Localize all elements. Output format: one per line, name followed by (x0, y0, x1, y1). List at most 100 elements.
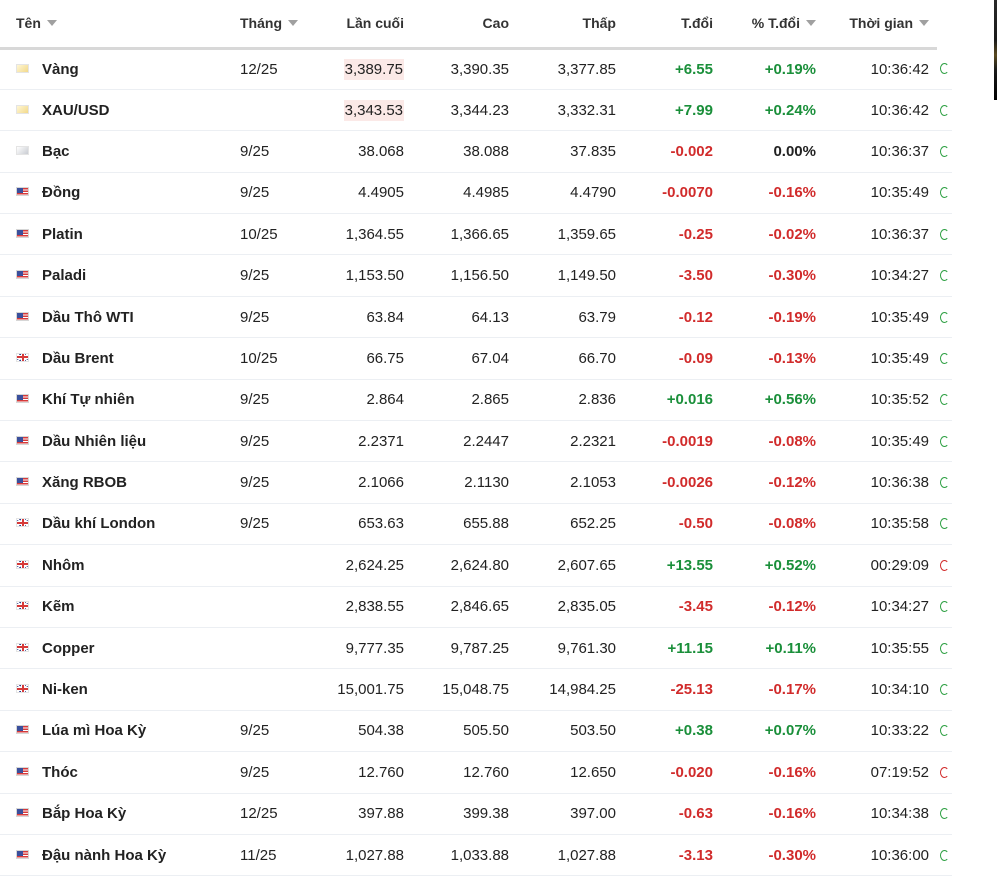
instrument-name[interactable]: Đồng (42, 184, 81, 202)
instrument-name[interactable]: Bắp Hoa Kỳ (42, 805, 127, 823)
table-row[interactable]: Lúa mì Hoa Kỳ 9/25 504.38 505.50 503.50 +0.38… (0, 710, 952, 753)
table-row[interactable]: Bắp Hoa Kỳ 12/25 397.88 399.38 397.00 -0.63 -0… (0, 793, 952, 835)
sort-down-icon (919, 20, 929, 27)
column-header-month[interactable]: Tháng (222, 0, 310, 50)
month-cell: 9/25 (222, 503, 310, 546)
change-cell: -0.12 (624, 296, 721, 339)
change-pct-cell: +0.56% (721, 379, 824, 422)
instrument-name-cell[interactable]: XAU/USD (0, 89, 222, 132)
instrument-name-cell[interactable]: Thóc (0, 751, 222, 794)
time-cell: 10:36:37 (824, 130, 937, 173)
instrument-name-cell[interactable]: Xăng RBOB (0, 461, 222, 504)
instrument-name[interactable]: Dầu Brent (42, 349, 114, 367)
low-cell: 63.79 (517, 296, 624, 339)
table-row[interactable]: Vàng 12/25 3,389.75 3,390.35 3,377.85 +6.55 +0… (0, 48, 952, 90)
column-header-name[interactable]: Tên (0, 0, 222, 50)
table-row[interactable]: Bạc 9/25 38.068 38.088 37.835 -0.002 0.00% 10:3… (0, 130, 952, 173)
instrument-name-cell[interactable]: Nhôm (0, 544, 222, 587)
table-row[interactable]: Dầu Brent 10/25 66.75 67.04 66.70 -0.09 -0.13%… (0, 337, 952, 380)
market-status-cell (937, 379, 952, 422)
instrument-name-cell[interactable]: Khí Tự nhiên (0, 379, 222, 422)
table-row[interactable]: Copper 9,777.35 9,787.25 9,761.30 +11.15 +0.1… (0, 627, 952, 670)
us-flag-icon (16, 435, 29, 445)
instrument-name[interactable]: Vàng (42, 60, 79, 78)
last-price: 2.1066 (358, 474, 404, 492)
column-header-time[interactable]: Thời gian (824, 0, 937, 50)
table-row[interactable]: Ni-ken 15,001.75 15,048.75 14,984.25 -25.13-… (0, 668, 952, 711)
instrument-name[interactable]: Khí Tự nhiên (42, 391, 135, 409)
instrument-name-cell[interactable]: Copper (0, 627, 222, 670)
uk-flag-icon (16, 684, 29, 694)
high-cell: 1,156.50 (412, 254, 517, 297)
table-row[interactable]: Đồng 9/25 4.4905 4.4985 4.4790 -0.0070 -0.16% 1… (0, 172, 952, 215)
low-cell: 2.2321 (517, 420, 624, 463)
instrument-name-cell[interactable]: Dầu Thô WTI (0, 296, 222, 339)
market-status-cell (937, 461, 952, 504)
instrument-name[interactable]: Lúa mì Hoa Kỳ (42, 722, 147, 740)
instrument-name-cell[interactable]: Bắp Hoa Kỳ (0, 793, 222, 835)
table-row[interactable]: XAU/USD 3,343.53 3,344.23 3,332.31 +7.99 +0.2… (0, 89, 952, 132)
table-row[interactable]: Khí Tự nhiên 9/25 2.864 2.865 2.836 +0.016 +0.… (0, 379, 952, 422)
column-header-low[interactable]: Thấp (517, 0, 624, 50)
table-row[interactable]: Paladi 9/25 1,153.50 1,156.50 1,149.50 -3.50-… (0, 254, 952, 297)
high-cell: 12.760 (412, 751, 517, 794)
high-cell: 1,033.88 (412, 834, 517, 876)
last-price-cell: 397.88 (310, 793, 412, 835)
change-pct-cell: -0.13% (721, 337, 824, 380)
table-row[interactable]: Kẽm 2,838.55 2,846.65 2,835.05 -3.45 -0.12% 10… (0, 586, 952, 628)
instrument-name-cell[interactable]: Vàng (0, 48, 222, 90)
change-pct-cell: -0.19% (721, 296, 824, 339)
table-row[interactable]: Xăng RBOB 9/25 2.1066 2.1130 2.1053 -0.0026 -0… (0, 461, 952, 504)
change-pct-cell: -0.30% (721, 254, 824, 297)
instrument-name-cell[interactable]: Dầu Brent (0, 337, 222, 380)
time-cell: 10:34:10 (824, 668, 937, 711)
table-row[interactable]: Platin 10/25 1,364.55 1,366.65 1,359.65 -0.25… (0, 213, 952, 256)
last-price-cell: 1,364.55 (310, 213, 412, 256)
instrument-name-cell[interactable]: Dầu khí London (0, 503, 222, 546)
instrument-name[interactable]: Đậu nành Hoa Kỳ (42, 846, 167, 864)
last-price: 4.4905 (358, 184, 404, 202)
column-header-change[interactable]: T.đổi (624, 0, 721, 50)
instrument-name[interactable]: Xăng RBOB (42, 474, 128, 492)
table-row[interactable]: Thóc 9/25 12.760 12.760 12.650 -0.020 -0.16% 07… (0, 751, 952, 794)
last-price: 1,364.55 (345, 225, 404, 243)
low-cell: 3,377.85 (517, 48, 624, 90)
column-header-high[interactable]: Cao (412, 0, 517, 50)
table-row[interactable]: Dầu Thô WTI 9/25 63.84 64.13 63.79 -0.12 -0.19… (0, 296, 952, 339)
market-status-cell (937, 627, 952, 670)
last-price-cell: 504.38 (310, 710, 412, 753)
low-cell: 2,607.65 (517, 544, 624, 587)
instrument-name[interactable]: XAU/USD (42, 101, 110, 119)
instrument-name-cell[interactable]: Kẽm (0, 586, 222, 628)
column-header-status (937, 0, 952, 48)
table-row[interactable]: Nhôm 2,624.25 2,624.80 2,607.65 +13.55 +0.52%… (0, 544, 952, 587)
instrument-name[interactable]: Dầu khí London (42, 515, 156, 533)
table-row[interactable]: Dầu Nhiên liệu 9/25 2.2371 2.2447 2.2321 -0.0… (0, 420, 952, 463)
instrument-name[interactable]: Thóc (42, 763, 78, 781)
instrument-name-cell[interactable]: Bạc (0, 130, 222, 173)
instrument-name[interactable]: Bạc (42, 142, 70, 160)
column-header-change-pct[interactable]: % T.đổi (721, 0, 824, 50)
instrument-name-cell[interactable]: Dầu Nhiên liệu (0, 420, 222, 463)
instrument-name-cell[interactable]: Đồng (0, 172, 222, 215)
instrument-name-cell[interactable]: Lúa mì Hoa Kỳ (0, 710, 222, 753)
instrument-name-cell[interactable]: Ni-ken (0, 668, 222, 711)
instrument-name-cell[interactable]: Platin (0, 213, 222, 256)
table-row[interactable]: Đậu nành Hoa Kỳ 11/25 1,027.88 1,033.88 1,02… (0, 834, 952, 876)
instrument-name[interactable]: Nhôm (42, 556, 85, 574)
change-cell: -0.002 (624, 130, 721, 173)
instrument-name-cell[interactable]: Đậu nành Hoa Kỳ (0, 834, 222, 876)
instrument-name[interactable]: Dầu Nhiên liệu (42, 432, 147, 450)
instrument-name[interactable]: Dầu Thô WTI (42, 308, 134, 326)
us-flag-icon (16, 849, 29, 859)
instrument-name[interactable]: Kẽm (42, 598, 75, 616)
instrument-name-cell[interactable]: Paladi (0, 254, 222, 297)
instrument-name[interactable]: Ni-ken (42, 681, 88, 699)
instrument-name[interactable]: Paladi (42, 267, 87, 285)
instrument-name[interactable]: Platin (42, 225, 83, 243)
column-header-last[interactable]: Lần cuối (310, 0, 412, 50)
market-status-cell (937, 337, 952, 380)
instrument-name[interactable]: Copper (42, 639, 95, 657)
table-row[interactable]: Dầu khí London 9/25 653.63 655.88 652.25 -0.5… (0, 503, 952, 546)
high-cell: 38.088 (412, 130, 517, 173)
